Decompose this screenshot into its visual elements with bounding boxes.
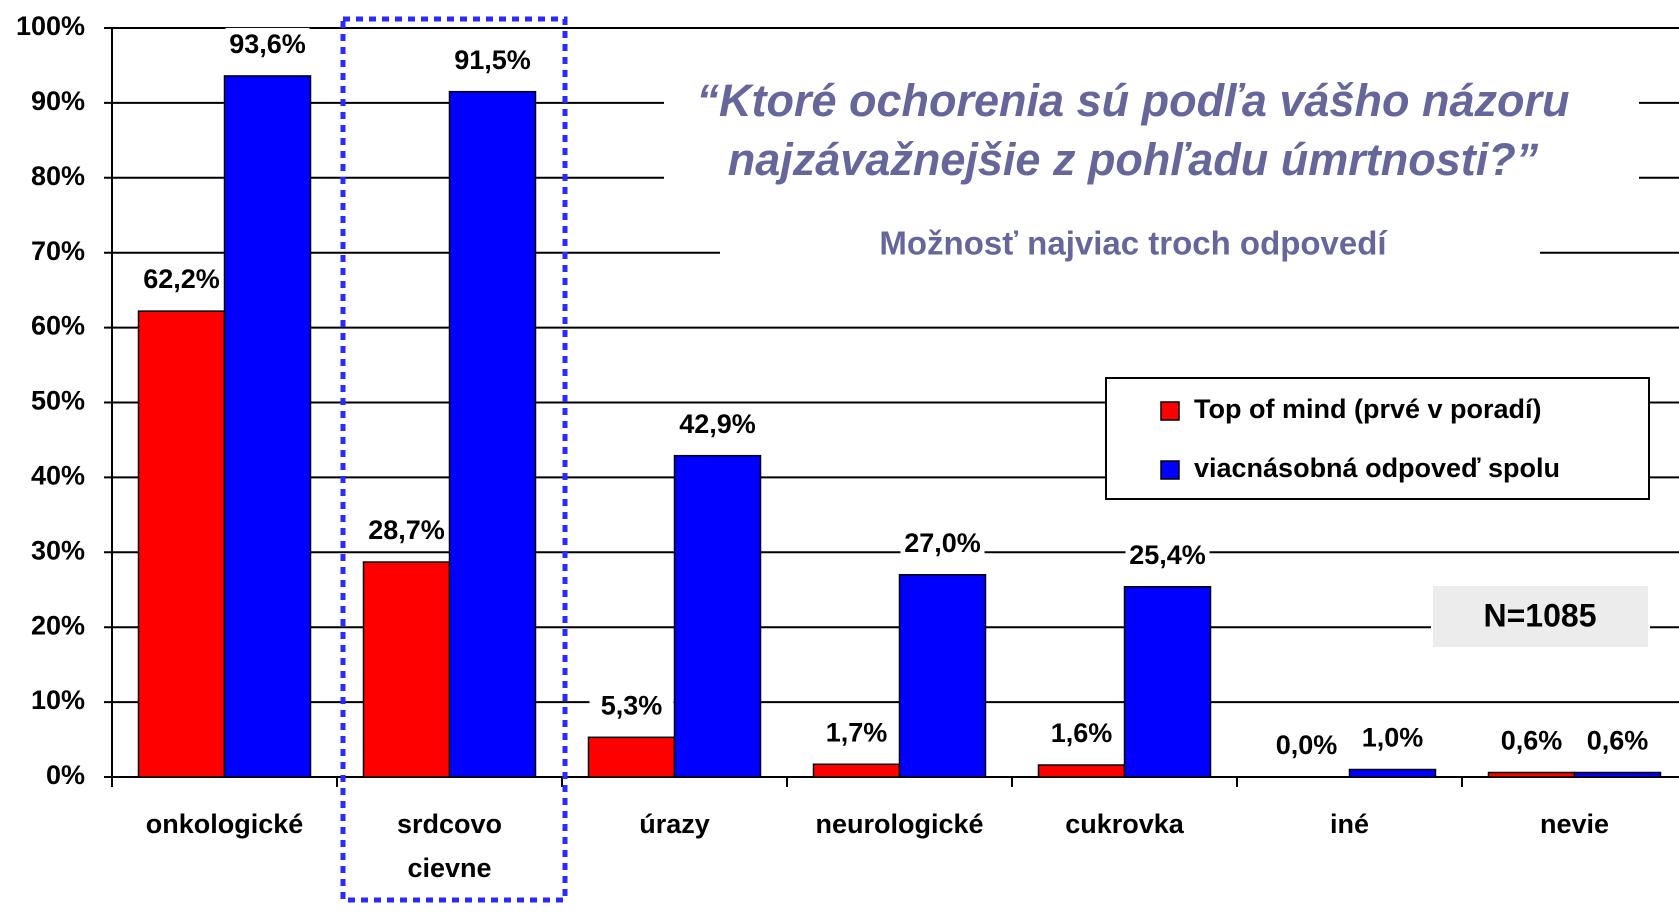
x-tick-label: onkologické — [146, 809, 304, 839]
value-label: 5,3% — [601, 690, 663, 720]
bar — [1573, 771, 1662, 778]
y-tick-label: 10% — [31, 685, 85, 715]
value-label-background — [589, 689, 674, 726]
value-label: 0,6% — [1587, 726, 1649, 756]
y-tick-label: 20% — [31, 610, 85, 640]
value-label-background — [225, 27, 310, 64]
legend-label: viacnásobná odpoveď spolu — [1194, 453, 1560, 483]
value-label: 1,6% — [1051, 718, 1113, 748]
value-label-background — [1264, 729, 1349, 765]
value-label: 93,6% — [229, 29, 306, 59]
bar — [673, 454, 762, 778]
value-label: 91,5% — [454, 45, 531, 75]
highlight-box — [340, 16, 568, 903]
value-label: 1,7% — [826, 717, 888, 747]
bar — [587, 736, 676, 778]
value-label-background — [814, 716, 899, 753]
y-tick-label: 90% — [31, 86, 85, 116]
bar — [137, 310, 226, 778]
legend — [1105, 377, 1650, 500]
value-label-background — [1039, 717, 1124, 754]
y-tick-label: 30% — [31, 535, 85, 565]
bar — [1487, 771, 1576, 778]
value-label-background — [1125, 538, 1210, 575]
y-tick-label: 0% — [46, 760, 85, 790]
value-label: 42,9% — [679, 409, 756, 439]
x-tick-label: úrazy — [639, 809, 710, 839]
x-tick-label: neurologické — [815, 809, 983, 839]
chart-title: najzávažnejšie z pohľadu úmrtnosti?” — [728, 134, 1539, 185]
value-label-background — [1350, 721, 1435, 758]
x-tick-label: nevie — [1540, 809, 1609, 839]
x-tick-label: cukrovka — [1065, 809, 1185, 839]
subtitle-background — [720, 222, 1540, 272]
bar — [1123, 586, 1212, 778]
value-label: 0,0% — [1276, 730, 1338, 760]
value-label: 28,7% — [368, 515, 445, 545]
bar — [812, 763, 901, 778]
legend-swatch — [1160, 460, 1180, 480]
value-label: 25,4% — [1129, 540, 1206, 570]
bar — [448, 90, 537, 778]
value-label-background — [1489, 724, 1574, 761]
value-label: 62,2% — [143, 264, 220, 294]
y-tick-label: 60% — [31, 311, 85, 341]
bar — [1348, 768, 1437, 778]
annotation-box — [1431, 584, 1650, 649]
y-tick-label: 40% — [31, 461, 85, 491]
value-label-background — [364, 514, 449, 551]
y-tick-label: 50% — [31, 386, 85, 416]
title-background — [664, 62, 1639, 192]
value-label-background — [450, 43, 535, 80]
bar — [223, 75, 312, 778]
legend-swatch — [1160, 401, 1180, 421]
chart-title: “Ktoré ochorenia sú podľa vášho názoru — [697, 75, 1570, 126]
bar — [1037, 764, 1126, 778]
bar — [362, 561, 451, 778]
annotation: N=1085 — [1484, 597, 1597, 633]
x-tick-label: cievne — [407, 853, 491, 883]
value-label-background — [675, 407, 760, 444]
y-tick-label: 100% — [16, 11, 85, 41]
legend-label: Top of mind (prvé v poradí) — [1194, 394, 1542, 424]
value-label: 27,0% — [904, 528, 981, 558]
value-label: 1,0% — [1362, 723, 1424, 753]
y-tick-label: 80% — [31, 161, 85, 191]
value-label: 0,6% — [1501, 726, 1563, 756]
x-tick-label: srdcovo — [397, 809, 502, 839]
value-label-background — [900, 526, 985, 563]
chart-subtitle: Možnosť najviac troch odpovedí — [879, 225, 1388, 262]
bar — [898, 574, 987, 778]
y-tick-label: 70% — [31, 236, 85, 266]
value-label-background — [139, 263, 224, 300]
x-tick-label: iné — [1330, 809, 1369, 839]
value-label-background — [1575, 724, 1660, 761]
